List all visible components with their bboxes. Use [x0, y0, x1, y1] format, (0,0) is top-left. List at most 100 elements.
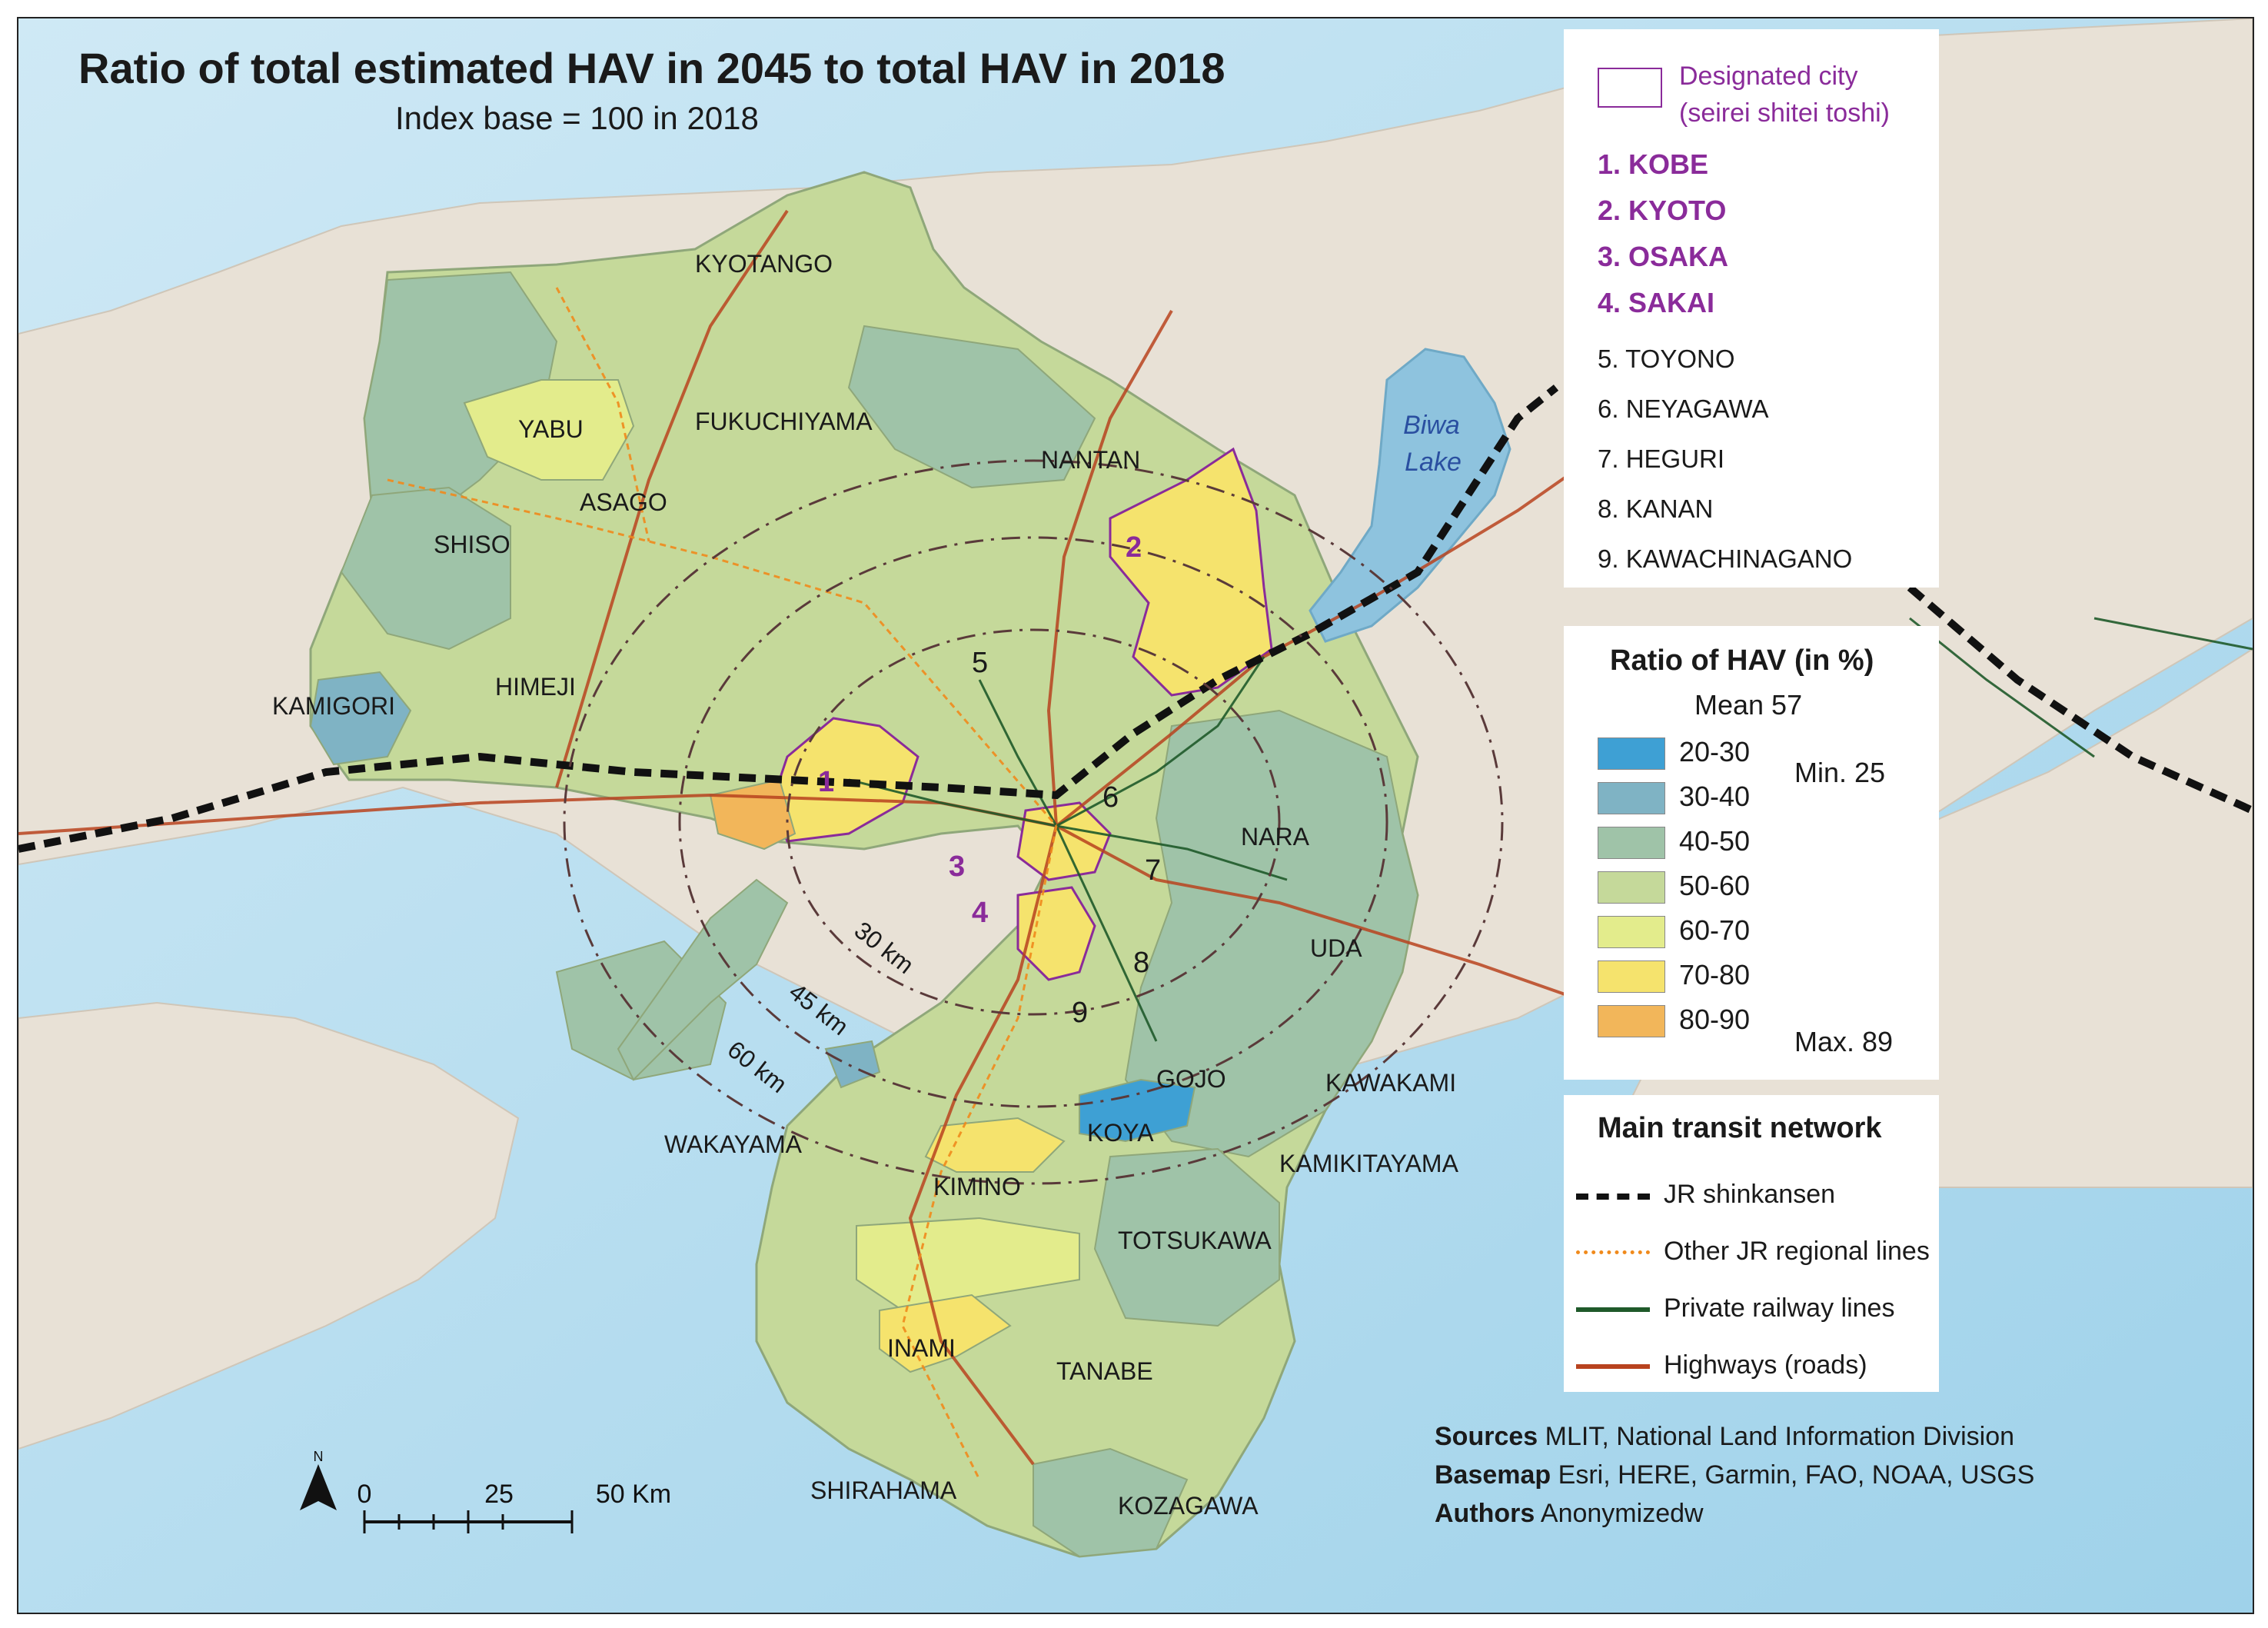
ratio-legend-panel: Ratio of HAV (in %) Mean 57 20-30 30-40 40… — [1564, 626, 1939, 1080]
district-40-50-d — [1093, 1147, 1280, 1327]
transit-legend-panel: Main transit network JR shinkansen Other … — [1564, 1095, 1939, 1392]
transit-label: Highways (roads) — [1664, 1350, 1867, 1380]
credit-basemap: Basemap Esri, HERE, Garmin, FAO, NOAA, U… — [1435, 1460, 2035, 1490]
transit-label: Private railway lines — [1664, 1293, 1895, 1323]
ratio-swatch — [1598, 1005, 1665, 1037]
district-wakayama-coast — [824, 1040, 881, 1089]
district-40-50-c — [1124, 709, 1419, 1158]
ratio-legend-title: Ratio of HAV (in %) — [1610, 644, 1874, 677]
label-uda: UDA — [1310, 934, 1362, 962]
label-asago: ASAGO — [580, 488, 667, 516]
label-wakayama: WAKAYAMA — [664, 1130, 803, 1158]
map-number-2: 2 — [1126, 531, 1142, 564]
label-kyotango: KYOTANGO — [695, 250, 833, 278]
lake-label-2: Lake — [1405, 448, 1462, 477]
ring-30km — [786, 628, 1281, 1016]
city-toyono: 5. TOYONO — [1598, 345, 1735, 373]
map-number-5: 5 — [972, 647, 988, 679]
district-kyoto — [1109, 447, 1273, 697]
ratio-swatch-label: 80-90 — [1679, 1004, 1751, 1035]
ratio-legend-max: Max. 89 — [1794, 1026, 1894, 1057]
designated-city-label-1: Designated city — [1679, 62, 1858, 91]
city-osaka: 3. OSAKA — [1598, 241, 1729, 272]
map-number-7: 7 — [1145, 854, 1161, 887]
label-totsukawa: TOTSUKAWA — [1118, 1227, 1272, 1254]
label-nara: NARA — [1241, 823, 1310, 851]
ratio-swatch — [1598, 960, 1665, 993]
ratio-swatch — [1598, 916, 1665, 948]
city-neyagawa: 6. NEYAGAWA — [1598, 395, 1769, 423]
ratio-swatch — [1598, 871, 1665, 904]
ratio-swatch-label: 40-50 — [1679, 825, 1751, 857]
lake-label-1: Biwa — [1403, 411, 1460, 440]
district-40-50-g — [340, 486, 511, 651]
ratio-swatch-label: 20-30 — [1679, 736, 1751, 767]
label-inami: INAMI — [887, 1334, 956, 1362]
ratio-swatch — [1598, 827, 1665, 859]
label-kamikitayama: KAMIKITAYAMA — [1279, 1150, 1459, 1177]
ring-45km — [678, 536, 1388, 1108]
label-himeji: HIMEJI — [495, 673, 576, 701]
city-sakai: 4. SAKAI — [1598, 287, 1715, 318]
north-arrow: N — [300, 1449, 337, 1510]
land-southwest — [18, 1001, 520, 1450]
label-tanabe: TANABE — [1056, 1357, 1153, 1385]
transit-label: JR shinkansen — [1664, 1180, 1836, 1209]
cities-legend-panel: Designated city (seirei shitei toshi) 1.… — [1564, 29, 1939, 588]
city-heguri: 7. HEGURI — [1598, 444, 1725, 473]
label-koya: KOYA — [1087, 1119, 1154, 1147]
label-kamigori: KAMIGORI — [272, 692, 395, 720]
district-sakai — [1016, 886, 1096, 981]
district-inami-south — [879, 1293, 1012, 1373]
district-kamigori — [309, 671, 412, 766]
credit-authors: Authors Anonymizedw — [1435, 1499, 1704, 1528]
distance-rings — [563, 459, 1504, 1185]
city-kobe: 1. KOBE — [1598, 148, 1709, 180]
scale-bar: 0 25 50 Km — [357, 1480, 671, 1533]
transit-symbol — [1576, 1250, 1650, 1254]
biwa-lake — [1309, 348, 1511, 643]
map-number-4: 4 — [972, 897, 988, 929]
map-number-1: 1 — [818, 766, 834, 798]
map-frame: 30 km 45 km 60 km Biwa Lake KYOTANGO YAB… — [17, 17, 2254, 1614]
ratio-swatch-label: 70-80 — [1679, 959, 1751, 990]
ratio-swatch — [1598, 737, 1665, 770]
district-40-50-f — [1033, 1447, 1189, 1558]
transit-symbol — [1576, 1307, 1650, 1312]
map-title: Ratio of total estimated HAV in 2045 to … — [78, 44, 1225, 92]
city-kanan: 8. KANAN — [1598, 494, 1714, 523]
ratio-legend-min: Min. 25 — [1794, 757, 1886, 788]
transit-symbol — [1576, 1364, 1650, 1369]
designated-city-label-2: (seirei shitei toshi) — [1679, 98, 1890, 128]
map-number-3: 3 — [949, 851, 965, 883]
city-kawachinagano: 9. KAWACHINAGANO — [1598, 544, 1853, 573]
transit-label: Other JR regional lines — [1664, 1237, 1930, 1266]
label-shiso: SHISO — [434, 531, 510, 558]
label-gojo: GOJO — [1156, 1065, 1226, 1093]
ratio-legend-mean: Mean 57 — [1694, 689, 1803, 721]
shinkansen-line — [18, 385, 1559, 853]
shinkansen-line-east — [1907, 584, 2253, 814]
map-number-9: 9 — [1072, 997, 1088, 1029]
map-number-6: 6 — [1102, 781, 1119, 814]
scale-tick-25: 25 — [484, 1480, 514, 1509]
map-number-8: 8 — [1133, 947, 1149, 979]
ring-60km — [563, 459, 1504, 1185]
label-kimino: KIMINO — [933, 1173, 1021, 1200]
designated-city-swatch — [1598, 68, 1662, 108]
district-koya — [1079, 1078, 1196, 1143]
transit-symbol — [1576, 1194, 1650, 1200]
ratio-swatch-label: 60-70 — [1679, 914, 1751, 946]
district-40-50-b — [847, 325, 1096, 489]
scale-tick-50: 50 Km — [596, 1480, 671, 1509]
ratio-swatch — [1598, 782, 1665, 814]
awaji-island — [617, 878, 789, 1081]
svg-text:N: N — [314, 1449, 324, 1464]
label-shirahama: SHIRAHAMA — [810, 1477, 957, 1504]
ratio-swatch-label: 30-40 — [1679, 781, 1751, 812]
city-kyoto: 2. KYOTO — [1598, 195, 1727, 226]
credit-sources: Sources MLIT, National Land Information … — [1435, 1422, 2015, 1451]
jr-regional-network — [387, 287, 1058, 1480]
label-yabu: YABU — [518, 415, 584, 443]
label-nantan: NANTAN — [1041, 446, 1140, 474]
